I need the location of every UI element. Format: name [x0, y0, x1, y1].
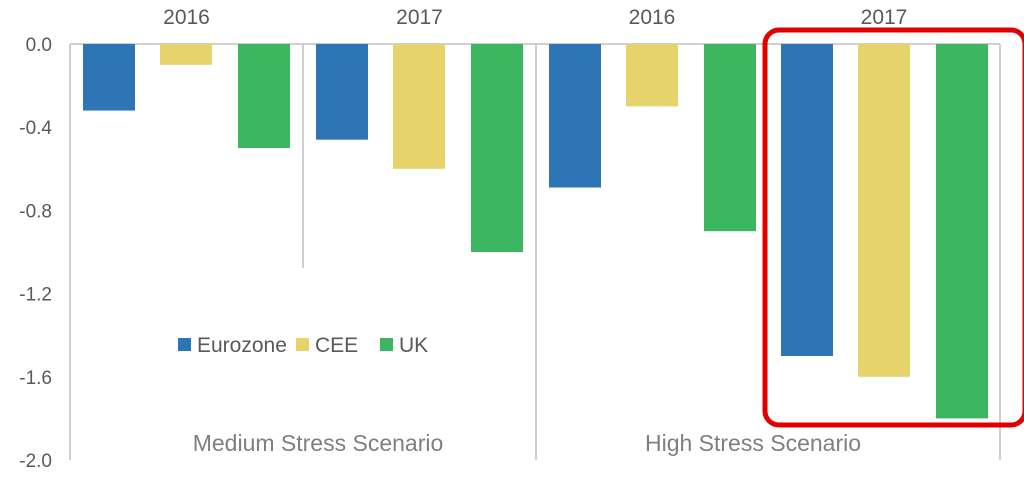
scenario-label: High Stress Scenario — [645, 430, 861, 456]
bar-uk — [704, 44, 756, 232]
legend-label: UK — [399, 334, 428, 357]
bar-eurozone — [549, 44, 601, 188]
chart-labels: 0.0 -0.4 -0.8 -1.2 -1.6 -2.0 2016 2017 2016 2017 M… — [19, 6, 907, 472]
legend-label: Eurozone — [197, 334, 287, 357]
bar-uk — [238, 44, 290, 148]
legend-swatch — [296, 338, 309, 351]
bar-uk — [471, 44, 523, 252]
legend-swatch — [380, 338, 393, 351]
year-label: 2016 — [629, 6, 676, 29]
highlight-box — [762, 27, 1024, 428]
bar-eurozone — [781, 44, 833, 356]
year-label: 2017 — [396, 6, 443, 29]
y-tick-label: -2.0 — [19, 451, 52, 472]
chart-axes — [69, 43, 1001, 460]
bar-eurozone — [83, 44, 135, 111]
bar-cee — [160, 44, 212, 65]
y-tick-label: 0.0 — [26, 35, 52, 56]
year-label: 2017 — [861, 6, 908, 29]
legend-label: CEE — [315, 334, 358, 357]
chart-legend: Eurozone CEE UK — [178, 334, 428, 357]
y-tick-label: -0.4 — [19, 118, 52, 139]
chart-bars — [83, 44, 988, 419]
scenario-label: Medium Stress Scenario — [193, 430, 444, 456]
year-label: 2016 — [163, 6, 210, 29]
bar-eurozone — [316, 44, 368, 140]
bar-cee — [858, 44, 910, 377]
bar-uk — [936, 44, 988, 419]
legend-swatch — [178, 338, 191, 351]
y-tick-label: -1.2 — [19, 285, 52, 306]
y-tick-label: -1.6 — [19, 368, 52, 389]
y-tick-label: -0.8 — [19, 201, 52, 222]
bar-cee — [626, 44, 678, 107]
chart-highlight — [762, 27, 1024, 428]
bar-cee — [393, 44, 445, 169]
